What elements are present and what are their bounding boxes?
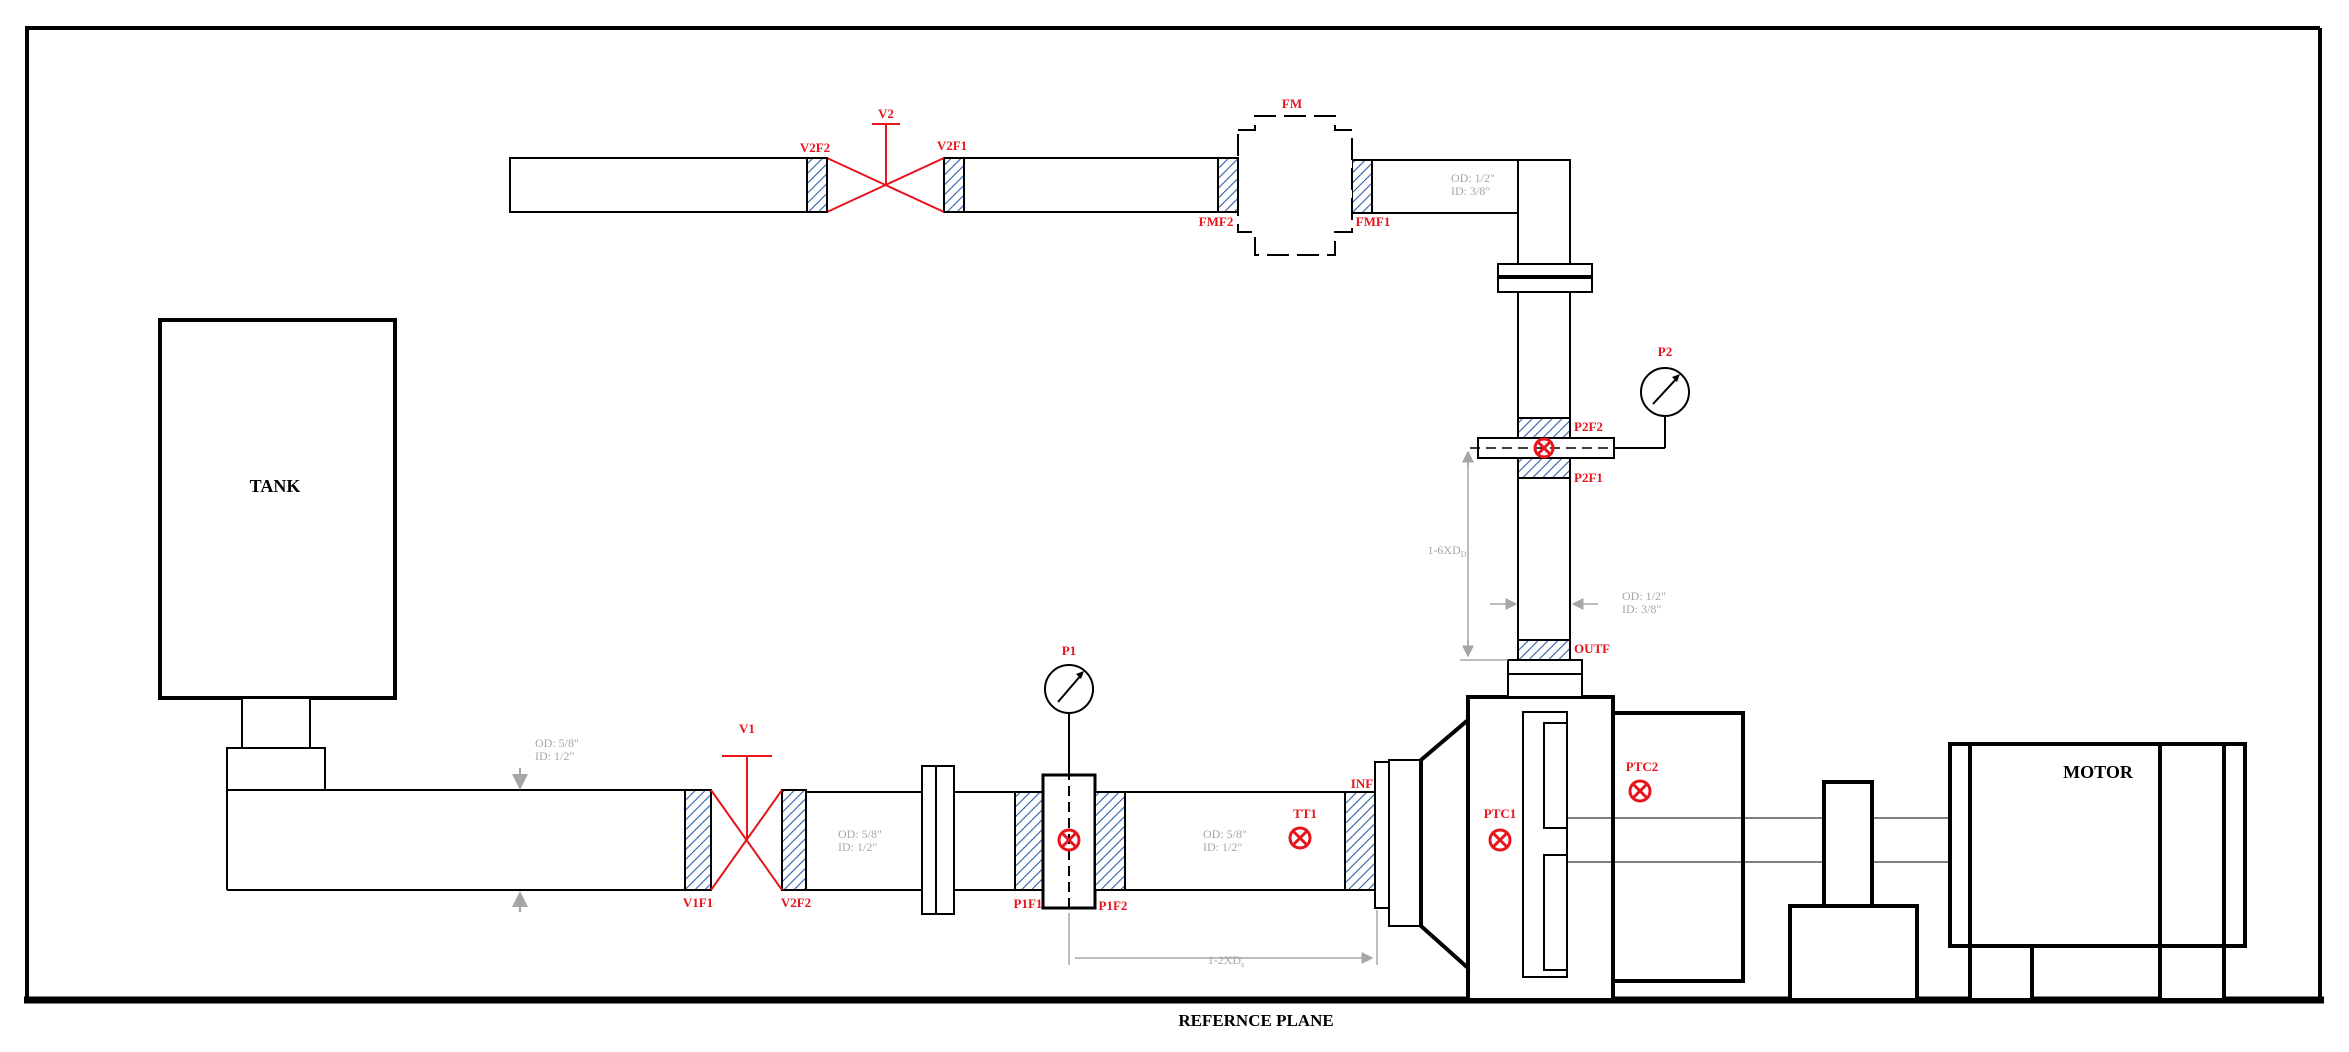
motor xyxy=(1948,742,2247,1002)
mid-od: OD: 5/8" xyxy=(838,827,882,841)
v1f2-label: V2F2 xyxy=(781,895,811,910)
flange-v1f2 xyxy=(781,789,807,891)
suction-pipe xyxy=(226,768,685,912)
p2f2-label: P2F2 xyxy=(1574,419,1603,434)
v1f1-label: V1F1 xyxy=(683,895,713,910)
fmf2-label: FMF2 xyxy=(1199,214,1234,229)
flange-v2f1 xyxy=(943,157,965,213)
pressure-tap-p1 xyxy=(1014,664,1126,913)
p2f1-label: P2F1 xyxy=(1574,470,1603,485)
top-return-pipe xyxy=(509,115,1571,265)
return-pipe-end xyxy=(509,157,808,213)
mid-id: ID: 1/2" xyxy=(838,840,877,854)
inlet-id: ID: 1/2" xyxy=(1203,840,1242,854)
vertical-od: OD: 1/2" xyxy=(1622,589,1666,603)
top-id: ID: 3/8" xyxy=(1451,184,1490,198)
valve-v1 xyxy=(684,755,807,891)
suction-id: ID: 1/2" xyxy=(535,749,574,763)
pipe-v1-to-p1 xyxy=(806,765,1015,915)
pressure-sensor-ptc1 xyxy=(1488,828,1512,852)
flange-outf xyxy=(1517,639,1571,661)
frame xyxy=(24,26,2324,1004)
outf-label: OUTF xyxy=(1574,641,1610,656)
p1-label: P1 xyxy=(1062,643,1076,658)
flange-v2f2 xyxy=(806,157,828,213)
discharge-vertical-pipe xyxy=(1460,263,1690,698)
temperature-sensor-tt1 xyxy=(1288,826,1312,850)
horizontal-length-dimension: 1-2XDs xyxy=(1208,953,1244,969)
p2-label: P2 xyxy=(1658,344,1672,359)
fmf1-label: FMF1 xyxy=(1356,214,1391,229)
flange-p1f1 xyxy=(1014,791,1044,891)
v2f2-label: V2F2 xyxy=(800,140,830,155)
tt1-label: TT1 xyxy=(1293,806,1317,821)
flange-inf xyxy=(1344,791,1376,891)
reference-plane-label: REFERNCE PLANE xyxy=(1178,1011,1333,1030)
ptc2-label: PTC2 xyxy=(1626,759,1659,774)
motor-label: MOTOR xyxy=(2063,762,2134,782)
shaft xyxy=(1567,780,1950,1002)
flange-p2f2 xyxy=(1517,417,1571,439)
inf-label: INF xyxy=(1351,776,1373,791)
flange-fmf1 xyxy=(1351,159,1373,214)
tank-label: TANK xyxy=(250,476,301,496)
flange-p1f2 xyxy=(1094,791,1126,891)
pipe-p1-to-inlet xyxy=(1068,791,1378,965)
p1f1-label: P1F1 xyxy=(1014,896,1043,911)
pressure-sensor-ptc2 xyxy=(1628,779,1652,803)
flow-meter-fm xyxy=(1237,115,1353,256)
inlet-od: OD: 5/8" xyxy=(1203,827,1247,841)
flange-v1f1 xyxy=(684,789,712,891)
tank xyxy=(158,318,397,791)
flange-fmf2 xyxy=(1217,157,1239,213)
v1-label: V1 xyxy=(739,721,755,736)
pump xyxy=(1374,695,1745,1002)
p1f2-label: P1F2 xyxy=(1099,898,1128,913)
coupling-flange xyxy=(921,765,937,915)
v2-label: V2 xyxy=(878,106,894,121)
fm-label: FM xyxy=(1282,96,1302,111)
vertical-length-dimension: 1-6XDD xyxy=(1427,543,1466,559)
flange-p2f1 xyxy=(1517,457,1571,479)
suction-od: OD: 5/8" xyxy=(535,736,579,750)
vertical-id: ID: 3/8" xyxy=(1622,602,1661,616)
top-od: OD: 1/2" xyxy=(1451,171,1495,185)
v2f1-label: V2F1 xyxy=(937,138,967,153)
ptc1-label: PTC1 xyxy=(1484,806,1517,821)
